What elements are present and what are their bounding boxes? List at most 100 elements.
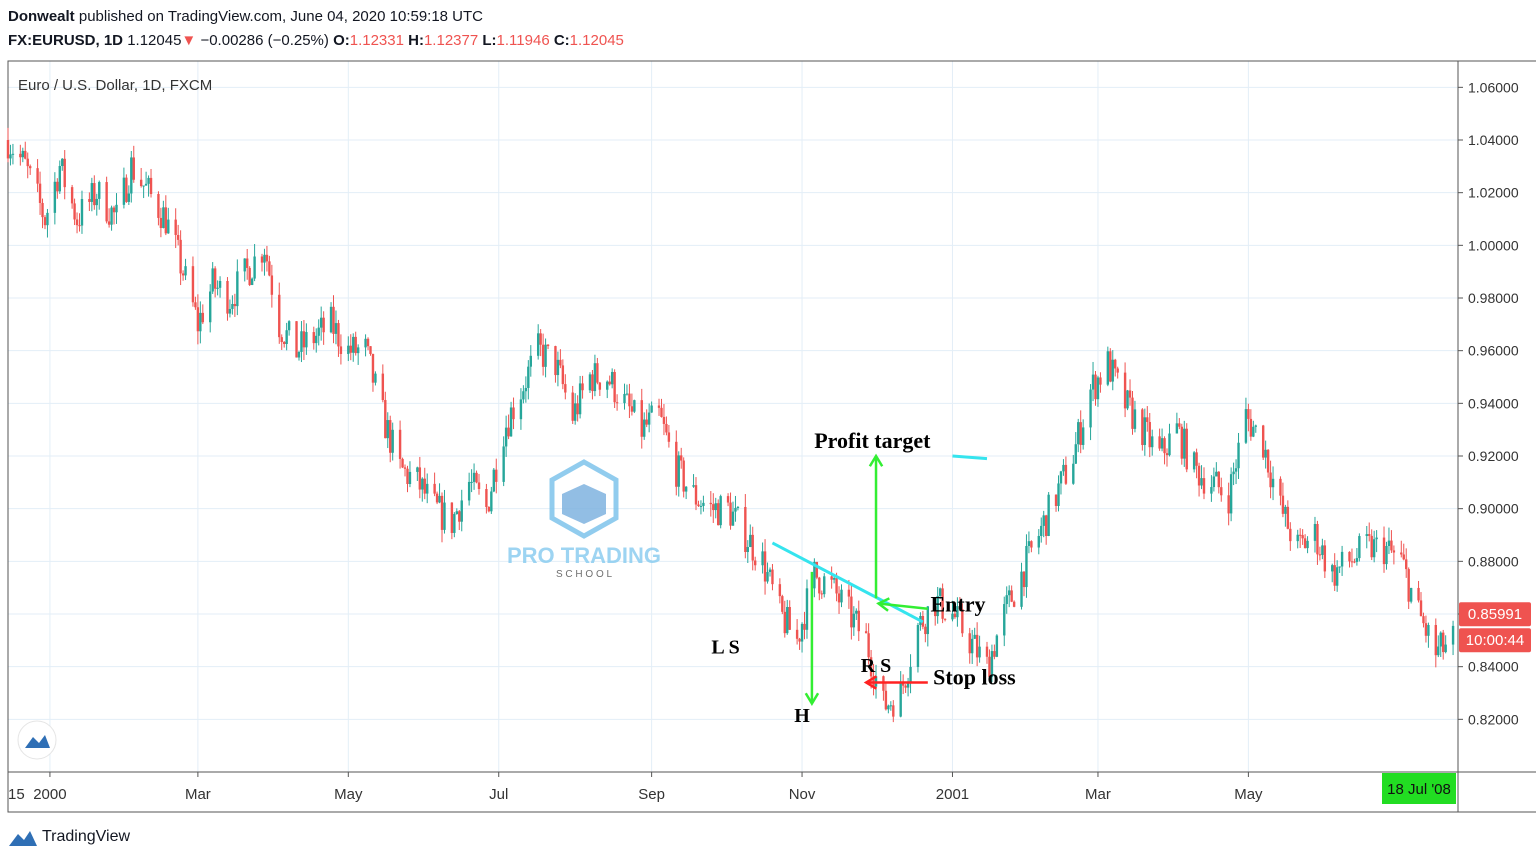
candle-body	[1375, 537, 1378, 540]
candle-body	[761, 551, 764, 566]
candle-body	[709, 502, 713, 505]
candle-body	[426, 483, 429, 494]
candle-body	[1192, 452, 1196, 470]
candle-body	[1064, 464, 1068, 484]
last-price: 1.12045	[127, 32, 182, 49]
entry-arrow	[878, 602, 928, 610]
candle-body	[1037, 535, 1040, 548]
candle-body	[684, 486, 688, 492]
candle-body	[398, 429, 402, 459]
candle-body	[495, 469, 498, 482]
candle-body	[1109, 351, 1112, 382]
candle-body	[147, 177, 150, 184]
candle-body	[1355, 558, 1359, 562]
y-tick-label: 0.82000	[1468, 711, 1519, 727]
candle-body	[961, 609, 964, 634]
candle-body	[130, 157, 133, 194]
candle-body	[280, 337, 283, 343]
candle-body	[973, 634, 976, 639]
candle-body	[384, 400, 387, 439]
candle-body	[1143, 417, 1147, 445]
candle-body	[734, 507, 737, 512]
y-tick-label: 0.84000	[1468, 659, 1519, 675]
candle-body	[1439, 632, 1442, 647]
candle-body	[36, 168, 39, 184]
candle-body	[490, 491, 493, 512]
candle-body	[1089, 389, 1092, 428]
candle-body	[1405, 559, 1408, 570]
candle-body	[1382, 537, 1386, 565]
candle-body	[433, 483, 436, 494]
candle-body	[305, 332, 308, 348]
candle-body	[1281, 495, 1285, 514]
candle-body	[1409, 587, 1413, 602]
candle-body	[1301, 535, 1304, 539]
footer-brand[interactable]: TradingView	[8, 826, 130, 848]
candle-body	[823, 576, 826, 595]
candle-body	[749, 534, 752, 548]
candle-body	[1232, 471, 1235, 475]
candle-body	[643, 419, 646, 437]
candle-body	[455, 511, 459, 514]
candle-body	[423, 478, 426, 494]
candle-body	[1133, 409, 1137, 429]
candle-body	[971, 638, 974, 654]
y-tick-label: 0.92000	[1468, 448, 1519, 464]
candle-body	[993, 651, 996, 657]
candle-body	[869, 657, 873, 677]
tradingview-brand-icon	[9, 831, 37, 846]
candle-body	[233, 303, 237, 307]
footer-brand-text: TradingView	[42, 828, 131, 845]
candle-body	[216, 287, 219, 289]
candle-body	[1400, 552, 1403, 555]
candle-body	[149, 177, 153, 195]
candle-body	[1202, 478, 1206, 494]
candle-body	[421, 478, 424, 490]
candle-body	[1094, 374, 1097, 400]
candle-body	[951, 613, 954, 620]
candle-body	[1099, 377, 1102, 385]
candle-body	[662, 416, 666, 424]
candle-body	[1249, 418, 1253, 437]
candle-body	[1321, 545, 1324, 555]
candle-body	[159, 217, 163, 228]
candle-body	[21, 150, 24, 158]
candle-body	[694, 485, 698, 505]
x-tick-label: 2000	[33, 786, 66, 803]
candle-body	[512, 407, 515, 420]
candle-body	[354, 336, 357, 354]
candle-body	[90, 183, 94, 202]
candle-body	[453, 513, 456, 533]
candle-body	[1160, 438, 1164, 449]
candle-body	[781, 596, 784, 612]
candle-body	[322, 317, 325, 333]
candle-body	[1348, 551, 1351, 562]
candle-body	[1407, 569, 1410, 602]
candle-body	[1047, 494, 1050, 536]
candle-body	[80, 199, 84, 226]
candle-body	[985, 646, 989, 657]
candle-body	[892, 705, 895, 717]
symbol-name[interactable]: FX:EURUSD, 1D	[8, 32, 124, 49]
candle-body	[228, 308, 232, 314]
candle-body	[63, 158, 66, 188]
tv-logo-button[interactable]	[17, 720, 57, 760]
candle-body	[968, 633, 971, 654]
candle-body	[712, 504, 715, 511]
candle-body	[1444, 644, 1447, 653]
author-name[interactable]: Donwealt	[8, 8, 75, 25]
candle-body	[1227, 495, 1230, 514]
candle-body	[1057, 483, 1060, 506]
candle-body	[315, 335, 318, 344]
candle-body	[209, 291, 212, 323]
candle-body	[364, 338, 367, 348]
candle-body	[647, 412, 651, 425]
candle-body	[319, 317, 323, 328]
candle-body	[1279, 478, 1282, 496]
candle-body	[19, 153, 22, 158]
candle-body	[855, 610, 858, 614]
x-tick-label: Nov	[789, 786, 816, 803]
candle-body	[6, 140, 10, 159]
candle-body	[934, 606, 937, 617]
